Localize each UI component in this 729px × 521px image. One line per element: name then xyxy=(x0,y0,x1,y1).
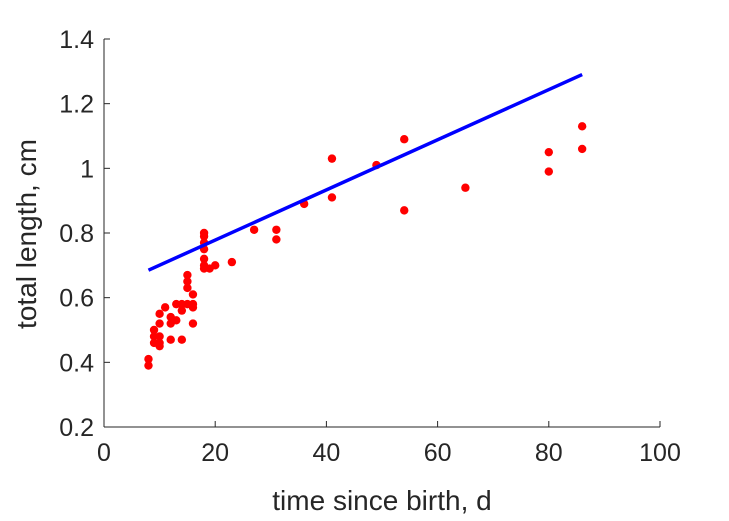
data-point xyxy=(155,341,164,351)
data-point xyxy=(155,319,164,328)
data-point xyxy=(199,232,209,241)
x-tick-label: 40 xyxy=(312,439,340,467)
data-point xyxy=(144,354,153,364)
data-point xyxy=(144,361,153,370)
x-tick-label: 100 xyxy=(639,439,681,467)
x-tick-label: 80 xyxy=(535,439,563,467)
data-point xyxy=(149,325,159,335)
data-point xyxy=(188,303,198,312)
data-point xyxy=(327,154,337,163)
data-point xyxy=(188,319,198,328)
data-point xyxy=(183,283,192,293)
data-point xyxy=(461,183,470,192)
data-point xyxy=(272,235,281,244)
data-point xyxy=(183,277,192,286)
data-point xyxy=(400,206,409,215)
data-point xyxy=(227,257,237,267)
data-point xyxy=(183,270,192,280)
data-point xyxy=(155,309,164,319)
data-point xyxy=(172,316,181,325)
y-tick-label: 1 xyxy=(80,155,94,183)
x-tick-label: 20 xyxy=(201,439,229,467)
y-tick-label: 0.6 xyxy=(59,285,94,313)
y-tick-label: 0.2 xyxy=(59,414,94,442)
data-point xyxy=(400,135,409,144)
data-point xyxy=(166,335,175,344)
data-point xyxy=(211,261,220,270)
data-point xyxy=(199,254,209,264)
y-tick-label: 0.8 xyxy=(59,220,94,248)
x-tick-label: 0 xyxy=(97,439,111,467)
plot-marks xyxy=(144,72,587,370)
data-point xyxy=(249,225,259,234)
x-axis-title: time since birth, d xyxy=(272,485,491,516)
data-point xyxy=(177,335,187,344)
data-point xyxy=(544,167,553,176)
data-point xyxy=(327,193,337,202)
data-point xyxy=(177,306,187,315)
axes: 0 20 40 60 80 100 0.2 0.4 0.6 0.8 1 1.2 1.4 xyxy=(59,26,681,467)
y-tick-label: 1.2 xyxy=(59,91,94,119)
data-point xyxy=(155,332,164,341)
x-tick-label: 60 xyxy=(424,439,452,467)
data-point xyxy=(272,225,281,234)
data-point xyxy=(160,303,170,312)
y-tick-label: 0.4 xyxy=(59,349,94,377)
data-point xyxy=(577,122,587,131)
data-point xyxy=(577,144,587,154)
data-point xyxy=(544,147,553,157)
y-axis-title: total length, cm xyxy=(11,139,42,329)
y-tick-label: 1.4 xyxy=(59,26,94,54)
fit-line xyxy=(147,72,583,272)
data-point xyxy=(188,290,198,299)
